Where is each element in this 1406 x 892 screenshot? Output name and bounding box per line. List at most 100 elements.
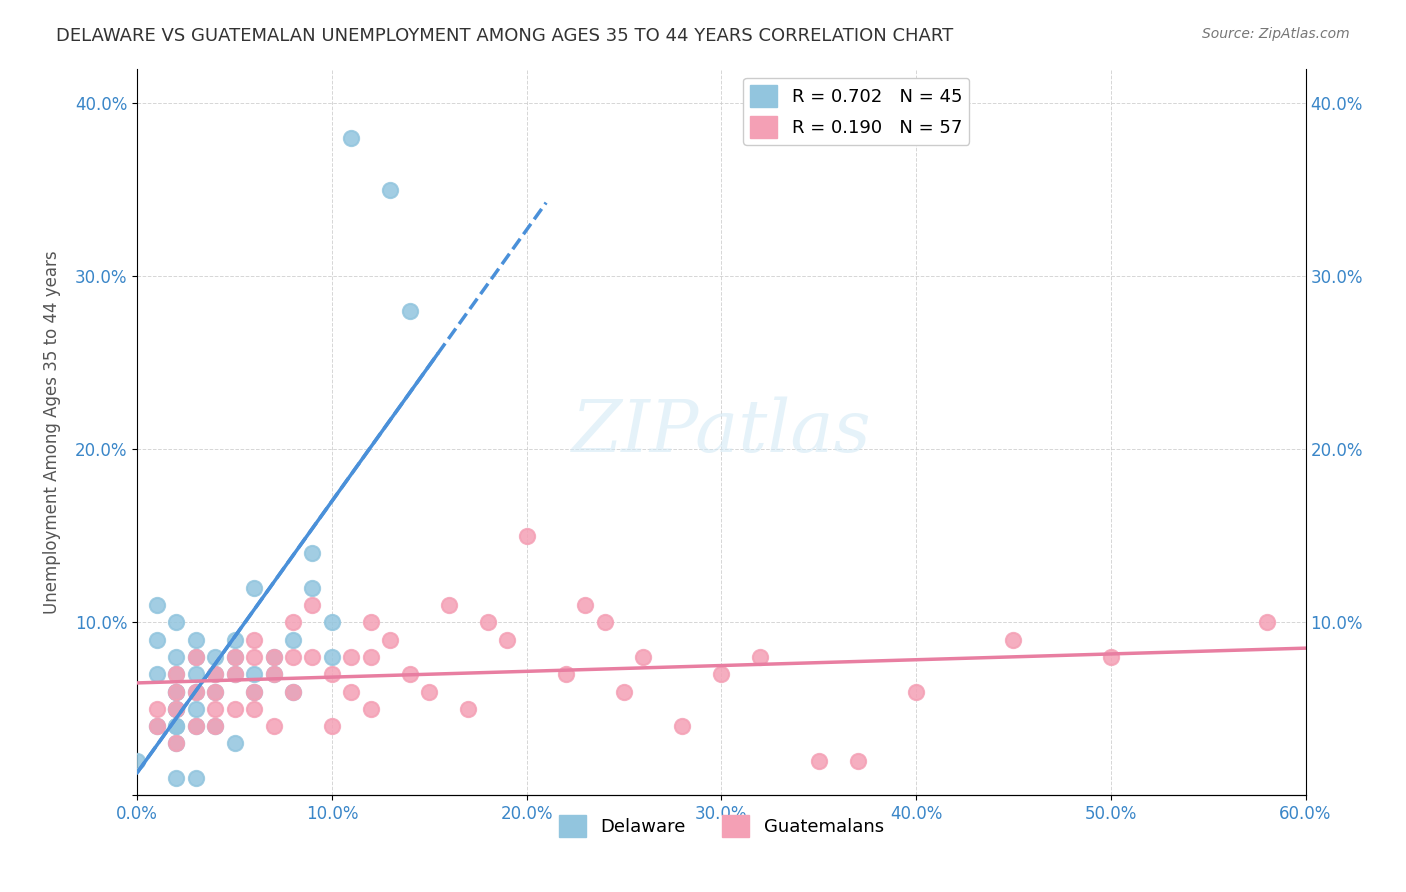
Point	[613, 684, 636, 698]
Point	[243, 684, 266, 698]
Point	[224, 702, 246, 716]
Point	[145, 719, 167, 733]
Point	[398, 303, 420, 318]
Point	[749, 649, 772, 664]
Point	[1256, 615, 1278, 630]
Point	[145, 598, 167, 612]
Point	[496, 632, 519, 647]
Point	[184, 684, 207, 698]
Point	[477, 615, 499, 630]
Point	[321, 667, 343, 681]
Point	[165, 736, 187, 750]
Point	[145, 632, 167, 647]
Point	[184, 702, 207, 716]
Point	[321, 719, 343, 733]
Point	[224, 649, 246, 664]
Point	[165, 702, 187, 716]
Point	[184, 719, 207, 733]
Text: ZIPatlas: ZIPatlas	[572, 397, 872, 467]
Point	[321, 649, 343, 664]
Point	[380, 183, 402, 197]
Point	[301, 546, 323, 560]
Point	[165, 736, 187, 750]
Point	[165, 719, 187, 733]
Point	[281, 684, 304, 698]
Point	[263, 649, 285, 664]
Point	[301, 598, 323, 612]
Point	[204, 719, 226, 733]
Point	[281, 684, 304, 698]
Point	[145, 702, 167, 716]
Point	[165, 702, 187, 716]
Point	[165, 684, 187, 698]
Y-axis label: Unemployment Among Ages 35 to 44 years: Unemployment Among Ages 35 to 44 years	[44, 250, 60, 614]
Point	[204, 702, 226, 716]
Point	[301, 649, 323, 664]
Point	[633, 649, 655, 664]
Point	[554, 667, 576, 681]
Point	[204, 649, 226, 664]
Point	[165, 615, 187, 630]
Point	[671, 719, 693, 733]
Point	[301, 581, 323, 595]
Point	[457, 702, 479, 716]
Point	[243, 684, 266, 698]
Point	[165, 667, 187, 681]
Point	[281, 649, 304, 664]
Point	[127, 754, 149, 768]
Point	[263, 719, 285, 733]
Point	[243, 667, 266, 681]
Point	[1099, 649, 1122, 664]
Point	[710, 667, 733, 681]
Point	[243, 702, 266, 716]
Point	[398, 667, 420, 681]
Point	[437, 598, 460, 612]
Point	[204, 684, 226, 698]
Point	[165, 771, 187, 785]
Point	[263, 667, 285, 681]
Point	[1002, 632, 1025, 647]
Point	[360, 615, 382, 630]
Point	[165, 649, 187, 664]
Point	[184, 632, 207, 647]
Legend: Delaware, Guatemalans: Delaware, Guatemalans	[551, 808, 891, 845]
Point	[243, 632, 266, 647]
Point	[165, 719, 187, 733]
Point	[281, 632, 304, 647]
Point	[165, 684, 187, 698]
Point	[360, 702, 382, 716]
Point	[807, 754, 830, 768]
Point	[281, 615, 304, 630]
Point	[224, 667, 246, 681]
Point	[380, 632, 402, 647]
Point	[165, 702, 187, 716]
Point	[905, 684, 928, 698]
Point	[263, 649, 285, 664]
Point	[184, 667, 207, 681]
Point	[184, 719, 207, 733]
Point	[204, 667, 226, 681]
Point	[516, 529, 538, 543]
Point	[593, 615, 616, 630]
Point	[340, 684, 363, 698]
Point	[574, 598, 596, 612]
Point	[184, 649, 207, 664]
Point	[340, 649, 363, 664]
Point	[224, 632, 246, 647]
Point	[165, 684, 187, 698]
Point	[360, 649, 382, 664]
Point	[184, 649, 207, 664]
Point	[321, 615, 343, 630]
Point	[204, 667, 226, 681]
Point	[224, 649, 246, 664]
Point	[165, 667, 187, 681]
Point	[243, 581, 266, 595]
Point	[263, 667, 285, 681]
Point	[224, 736, 246, 750]
Point	[418, 684, 440, 698]
Point	[145, 667, 167, 681]
Point	[340, 130, 363, 145]
Point	[184, 771, 207, 785]
Point	[204, 684, 226, 698]
Text: DELAWARE VS GUATEMALAN UNEMPLOYMENT AMONG AGES 35 TO 44 YEARS CORRELATION CHART: DELAWARE VS GUATEMALAN UNEMPLOYMENT AMON…	[56, 27, 953, 45]
